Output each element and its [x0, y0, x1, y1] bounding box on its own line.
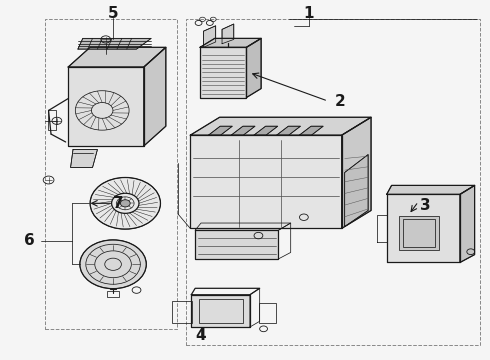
Polygon shape — [195, 230, 278, 259]
Bar — [186, 19, 480, 345]
Bar — [403, 219, 435, 247]
Polygon shape — [78, 39, 151, 49]
Polygon shape — [222, 24, 234, 44]
Polygon shape — [460, 185, 475, 262]
Bar — [259, 303, 276, 323]
Bar — [172, 301, 192, 323]
Polygon shape — [68, 67, 144, 146]
Polygon shape — [190, 117, 371, 135]
Polygon shape — [387, 185, 475, 194]
Text: 7: 7 — [113, 196, 123, 211]
Polygon shape — [68, 47, 166, 67]
Polygon shape — [246, 39, 261, 98]
Bar — [191, 295, 250, 327]
Polygon shape — [344, 154, 368, 226]
Polygon shape — [342, 117, 371, 228]
Text: 6: 6 — [24, 234, 34, 248]
Text: 3: 3 — [420, 198, 431, 213]
Polygon shape — [208, 126, 232, 135]
Polygon shape — [71, 149, 98, 167]
Text: 1: 1 — [303, 6, 314, 21]
Polygon shape — [231, 126, 255, 135]
Bar — [399, 216, 439, 250]
Bar — [198, 300, 243, 323]
Polygon shape — [387, 194, 460, 262]
Polygon shape — [200, 47, 246, 98]
Bar — [45, 19, 176, 329]
Bar — [107, 291, 119, 297]
Polygon shape — [200, 39, 261, 47]
Polygon shape — [299, 126, 323, 135]
Polygon shape — [80, 240, 147, 289]
Text: 5: 5 — [108, 6, 119, 21]
Text: 2: 2 — [335, 94, 345, 109]
Circle shape — [121, 200, 130, 207]
Polygon shape — [190, 135, 342, 228]
Polygon shape — [90, 177, 160, 229]
Bar — [200, 47, 246, 98]
Text: 4: 4 — [196, 328, 206, 343]
Polygon shape — [203, 26, 216, 47]
Bar — [48, 111, 56, 130]
Bar — [195, 230, 278, 259]
Polygon shape — [277, 126, 300, 135]
Bar — [190, 135, 342, 228]
Polygon shape — [254, 126, 278, 135]
Polygon shape — [191, 295, 250, 327]
Polygon shape — [144, 47, 166, 146]
Bar — [68, 67, 144, 146]
